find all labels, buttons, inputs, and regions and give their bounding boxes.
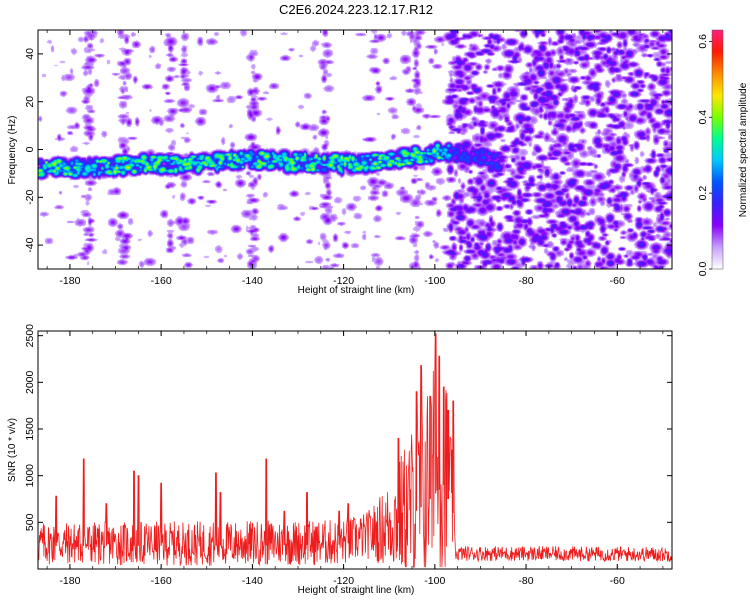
snr-y-axis: 500 1000 1500 2000 2500 — [24, 324, 672, 531]
spectrogram-x-axis: -180 -160 -140 -120 -100 -80 -60 — [46, 30, 664, 287]
snr-x-tick-label: -180 — [59, 575, 80, 587]
snr-x-tick-label: -160 — [151, 575, 172, 587]
spectrogram-x-axis-label: Height of straight line (km) — [298, 285, 415, 296]
spectrogram-x-tick-label: -60 — [610, 275, 625, 287]
snr-y-tick-label: 2000 — [24, 370, 36, 394]
spectrogram-y-axis-label: Frequency (Hz) — [7, 116, 18, 185]
colorbar-gradient — [712, 30, 723, 269]
snr-y-tick-label: 500 — [24, 513, 36, 531]
spectrogram-x-tick-label: -140 — [242, 275, 263, 287]
snr-x-tick-label: -140 — [242, 575, 263, 587]
snr-frame — [37, 330, 673, 570]
snr-x-axis-label: Height of straight line (km) — [298, 585, 415, 596]
spectrogram-y-tick-label: -40 — [24, 237, 36, 252]
spectrogram-x-tick-label: -180 — [59, 275, 80, 287]
spectrogram-y-tick-label: 40 — [24, 48, 36, 60]
snr-panel: -180 -160 -140 -120 -100 -80 -60 500 1000 1500 20… — [7, 324, 673, 596]
snr-x-tick-label: -60 — [610, 575, 625, 587]
snr-x-tick-label: -80 — [518, 575, 533, 587]
snr-x-tick-label: -100 — [424, 575, 445, 587]
colorbar-tick-label: 0.0 — [697, 262, 709, 277]
spectrogram-x-tick-label: -80 — [518, 275, 533, 287]
colorbar: 0.0 0.2 0.4 0.6 Normalized spectral amplitu… — [697, 29, 749, 276]
snr-x-axis: -180 -160 -140 -120 -100 -80 -60 — [46, 331, 664, 587]
colorbar-tick-label: 0.6 — [697, 34, 709, 49]
snr-y-tick-label: 1000 — [24, 464, 36, 488]
snr-y-axis-label: SNR (10 * v/v) — [7, 418, 18, 482]
spectrogram-y-tick-label: -20 — [24, 190, 36, 205]
spectrogram-heatmap — [38, 30, 672, 269]
snr-y-tick-label: 1500 — [24, 417, 36, 441]
spectrogram-x-tick-label: -100 — [424, 275, 445, 287]
colorbar-ticks: 0.0 0.2 0.4 0.6 — [697, 34, 712, 276]
spectrogram-x-tick-label: -120 — [333, 275, 354, 287]
colorbar-tick-label: 0.4 — [697, 110, 709, 125]
colorbar-label: Normalized spectral amplitude — [738, 82, 749, 217]
spectrogram-x-tick-label: -160 — [151, 275, 172, 287]
colorbar-frame — [711, 29, 724, 270]
figure-title: C2E6.2024.223.12.17.R12 — [279, 2, 433, 17]
spectrogram-panel: -180 -160 -140 -120 -100 -80 -60 -40 -20 0 20 40 H… — [7, 29, 673, 296]
spectrogram-y-axis: -40 -20 0 20 40 — [24, 48, 672, 253]
spectrogram-y-tick-label: 20 — [24, 96, 36, 108]
snr-y-tick-label: 2500 — [24, 324, 36, 348]
spectrogram-y-tick-label: 0 — [24, 146, 36, 152]
colorbar-tick-label: 0.2 — [697, 186, 709, 201]
snr-x-tick-label: -120 — [333, 575, 354, 587]
